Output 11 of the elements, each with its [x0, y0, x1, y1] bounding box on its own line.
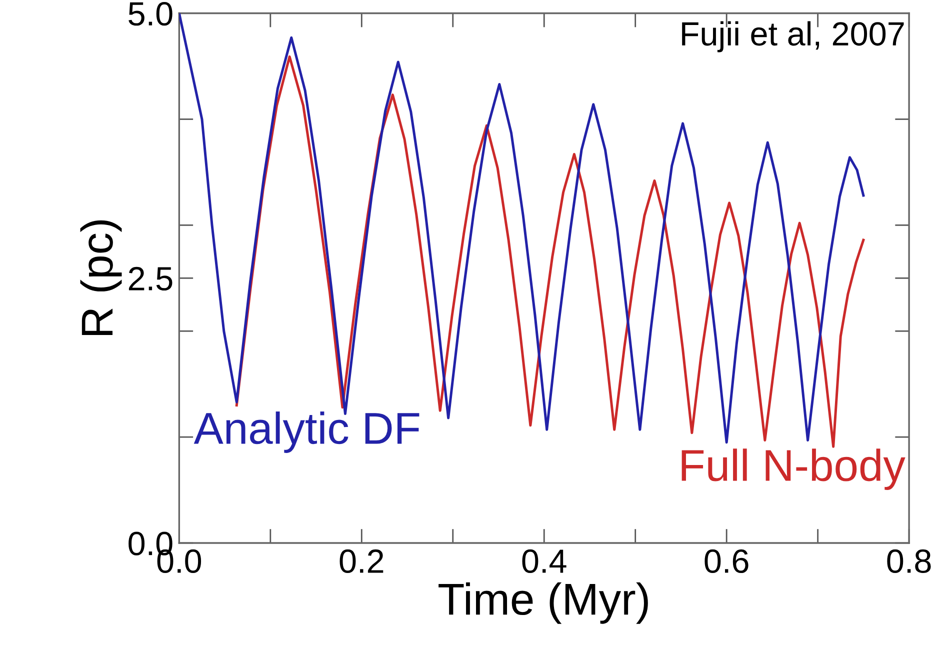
x-tick-label: 0.6 [704, 549, 748, 574]
x-tick-label: 0.2 [340, 549, 384, 574]
x-axis-title: Time (Myr) [438, 582, 648, 624]
series-label: Full N-body [682, 448, 906, 490]
y-tick-label: 5.0 [128, 2, 172, 26]
series-label: Analytic DF [194, 412, 420, 453]
x-tick-label: 0.4 [522, 549, 566, 574]
x-tick-label: 0.8 [887, 549, 931, 574]
annotation: Fujii et al, 2007 [682, 21, 904, 52]
y-tick-label: 2.5 [128, 266, 172, 291]
y-axis-title: R (pc) [80, 220, 122, 335]
